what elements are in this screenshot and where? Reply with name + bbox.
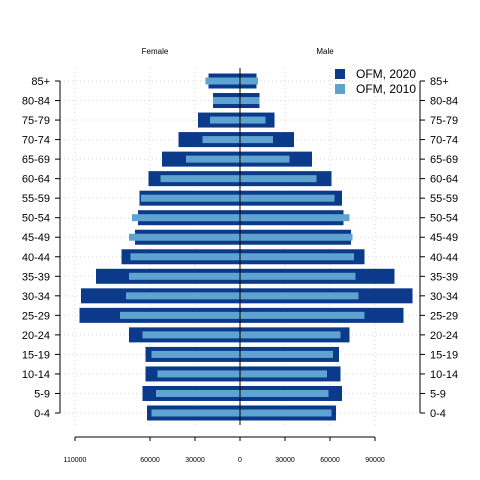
y-tick-label-right: 60-64 bbox=[430, 174, 458, 186]
y-tick-label-right: 85+ bbox=[430, 76, 449, 88]
y-tick-label-left: 55-59 bbox=[22, 193, 50, 205]
bar-male-2010-25-29 bbox=[240, 311, 365, 319]
x-tick-label: 30000 bbox=[185, 457, 205, 464]
bar-male-2010-15-19 bbox=[240, 350, 333, 358]
axes: 0-4 0-4 5-9 5-9 10-14 10-14 15-19 15-19 20-24 20-… bbox=[22, 76, 458, 464]
bar-male-2010-85+ bbox=[240, 77, 258, 85]
bar-male-2010-70-74 bbox=[240, 136, 273, 144]
bar-female-2010-40-44 bbox=[130, 253, 240, 261]
y-tick-label-left: 10-14 bbox=[22, 369, 50, 381]
y-tick-label-left: 65-69 bbox=[22, 154, 50, 166]
legend-swatch-0 bbox=[335, 69, 345, 79]
y-tick-label-left: 60-64 bbox=[22, 174, 50, 186]
bar-female-2010-15-19 bbox=[151, 350, 240, 358]
bar-female-2010-5-9 bbox=[156, 389, 240, 397]
y-tick-label-right: 25-29 bbox=[430, 310, 458, 322]
y-tick-label-right: 45-49 bbox=[430, 232, 458, 244]
y-tick-label-right: 70-74 bbox=[430, 135, 458, 147]
y-tick-label-left: 5-9 bbox=[34, 388, 50, 400]
bar-female-2010-50-54 bbox=[132, 214, 240, 222]
y-tick-label-left: 15-19 bbox=[22, 349, 50, 361]
bars bbox=[79, 73, 413, 421]
bar-female-2010-30-34 bbox=[126, 292, 240, 300]
bar-male-2010-30-34 bbox=[240, 292, 359, 300]
female-panel-label: Female bbox=[142, 47, 169, 56]
y-tick-label-right: 55-59 bbox=[430, 193, 458, 205]
bar-male-2010-65-69 bbox=[240, 155, 290, 163]
x-tick-label: 30000 bbox=[275, 457, 295, 464]
y-tick-label-right: 75-79 bbox=[430, 115, 458, 127]
y-tick-label-left: 30-34 bbox=[22, 291, 50, 303]
y-tick-label-left: 85+ bbox=[31, 76, 50, 88]
bar-female-2010-10-14 bbox=[157, 370, 240, 378]
bar-male-2010-50-54 bbox=[240, 214, 350, 222]
bar-male-2010-10-14 bbox=[240, 370, 327, 378]
y-tick-label-right: 30-34 bbox=[430, 291, 458, 303]
y-tick-label-left: 20-24 bbox=[22, 330, 50, 342]
bar-female-2010-0-4 bbox=[151, 409, 240, 417]
bar-female-2010-35-39 bbox=[129, 272, 240, 280]
y-tick-label-right: 10-14 bbox=[430, 369, 458, 381]
bar-female-2010-45-49 bbox=[129, 233, 240, 241]
y-tick-label-right: 20-24 bbox=[430, 330, 458, 342]
y-tick-label-right: 0-4 bbox=[430, 408, 446, 420]
bar-female-2010-55-59 bbox=[141, 194, 240, 202]
bar-female-2010-70-74 bbox=[202, 136, 240, 144]
y-tick-label-left: 35-39 bbox=[22, 271, 50, 283]
y-tick-label-right: 5-9 bbox=[430, 388, 446, 400]
legend-swatch-1 bbox=[335, 84, 345, 94]
bar-male-2010-20-24 bbox=[240, 331, 341, 339]
bar-female-2010-80-84 bbox=[213, 97, 240, 105]
y-tick-label-right: 15-19 bbox=[430, 349, 458, 361]
male-panel-label: Male bbox=[316, 47, 334, 56]
bar-male-2010-0-4 bbox=[240, 409, 332, 417]
bar-male-2010-55-59 bbox=[240, 194, 335, 202]
bar-male-2010-80-84 bbox=[240, 97, 260, 105]
y-tick-label-left: 25-29 bbox=[22, 310, 50, 322]
bar-female-2010-75-79 bbox=[210, 116, 240, 124]
y-tick-label-left: 0-4 bbox=[34, 408, 50, 420]
x-tick-label: 60000 bbox=[140, 457, 160, 464]
x-tick-label: 110000 bbox=[64, 457, 87, 464]
y-tick-label-left: 45-49 bbox=[22, 232, 50, 244]
legend-label-1: OFM, 2010 bbox=[356, 82, 416, 96]
x-tick-label: 0 bbox=[238, 457, 242, 464]
bar-female-2010-25-29 bbox=[120, 311, 240, 319]
bar-female-2010-65-69 bbox=[186, 155, 240, 163]
bar-male-2010-35-39 bbox=[240, 272, 356, 280]
bar-male-2010-40-44 bbox=[240, 253, 354, 261]
x-tick-label: 60000 bbox=[320, 457, 340, 464]
bar-female-2010-20-24 bbox=[142, 331, 240, 339]
y-tick-label-left: 70-74 bbox=[22, 135, 50, 147]
bar-male-2010-5-9 bbox=[240, 389, 329, 397]
y-tick-label-left: 50-54 bbox=[22, 213, 50, 225]
y-tick-label-left: 75-79 bbox=[22, 115, 50, 127]
y-tick-label-right: 65-69 bbox=[430, 154, 458, 166]
bar-male-2010-75-79 bbox=[240, 116, 266, 124]
y-tick-label-right: 80-84 bbox=[430, 96, 458, 108]
bar-male-2010-60-64 bbox=[240, 175, 317, 183]
y-tick-label-right: 35-39 bbox=[430, 271, 458, 283]
y-tick-label-left: 40-44 bbox=[22, 252, 50, 264]
x-tick-label: 90000 bbox=[365, 457, 385, 464]
y-tick-label-right: 50-54 bbox=[430, 213, 458, 225]
bar-male-2010-45-49 bbox=[240, 233, 353, 241]
bar-female-2010-85+ bbox=[205, 77, 240, 85]
legend-label-0: OFM, 2020 bbox=[356, 67, 416, 81]
y-tick-label-left: 80-84 bbox=[22, 96, 50, 108]
y-tick-label-right: 40-44 bbox=[430, 252, 458, 264]
bar-female-2010-60-64 bbox=[160, 175, 240, 183]
